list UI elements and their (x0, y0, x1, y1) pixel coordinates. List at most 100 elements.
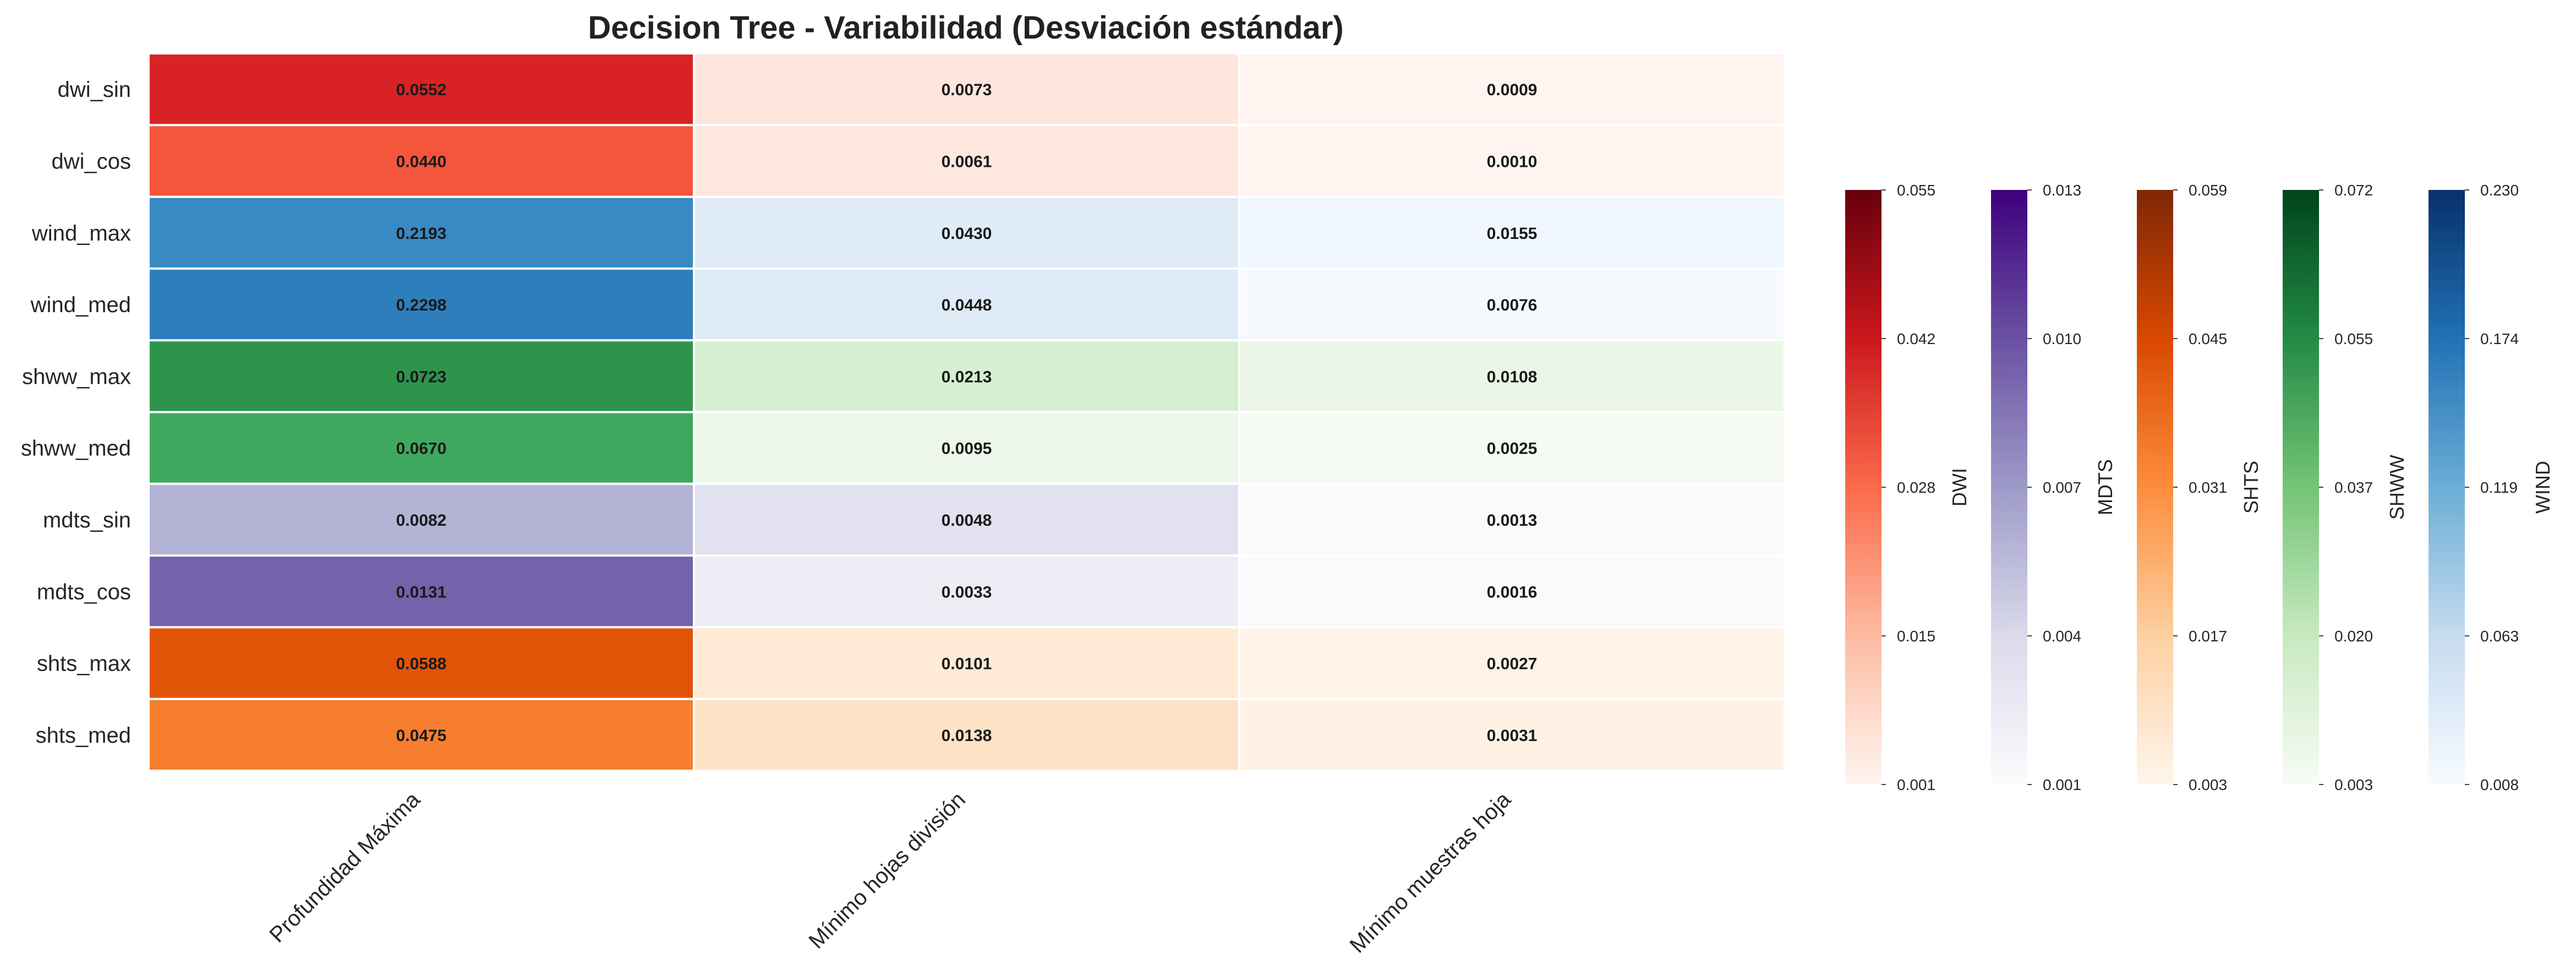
row-label: mdts_cos (37, 580, 131, 604)
cell-value-label: 0.0430 (942, 225, 992, 243)
colorbar-tick-label: 0.042 (1897, 330, 1935, 347)
colorbar-label: SHWW (2386, 455, 2408, 520)
heatmap-cell (693, 195, 1240, 270)
heatmap-cell (147, 554, 695, 629)
colorbar-tick-label: 0.028 (1897, 479, 1935, 496)
colorbar-label: DWI (1948, 468, 1971, 506)
heatmap-cell (693, 339, 1240, 413)
cell-value-label: 0.0138 (942, 727, 992, 745)
cell-value-label: 0.2298 (396, 296, 447, 314)
colorbar-tick-label: 0.072 (2334, 182, 2373, 199)
colorbar-tick-label: 0.055 (2334, 330, 2373, 347)
cell-value-label: 0.0073 (942, 81, 992, 99)
colorbar-label: WIND (2531, 461, 2554, 514)
heatmap-cell (1238, 482, 1786, 557)
colorbar-tick-label: 0.020 (2334, 628, 2373, 645)
colorbar-tick-label: 0.010 (2043, 330, 2081, 347)
cell-value-label: 0.0101 (942, 655, 992, 673)
row-label: dwi_cos (51, 149, 131, 173)
cell-value-label: 0.0048 (942, 511, 992, 530)
colorbar-dwi (1845, 190, 1882, 785)
cell-value-label: 0.0108 (1487, 368, 1538, 386)
colorbar-tick-label: 0.174 (2480, 330, 2519, 347)
heatmap-cell (147, 411, 695, 485)
cell-value-label: 0.0670 (396, 440, 447, 458)
cell-value-label: 0.0010 (1487, 152, 1538, 171)
cell-value-label: 0.0031 (1487, 727, 1538, 745)
colorbar-tick-label: 0.001 (1897, 776, 1935, 793)
colorbar-tick-label: 0.003 (2334, 776, 2373, 793)
cell-value-label: 0.0013 (1487, 511, 1538, 530)
heatmap-cell (147, 267, 695, 342)
row-label: wind_max (31, 221, 131, 246)
cell-value-label: 0.0155 (1487, 225, 1538, 243)
row-label: shts_max (37, 652, 131, 676)
heatmap-cell (693, 626, 1240, 700)
colorbar-tick-label: 0.017 (2189, 628, 2227, 645)
cell-value-label: 0.0588 (396, 655, 447, 673)
heatmap-cell (693, 52, 1240, 127)
heatmap-cell (1238, 554, 1786, 629)
colorbar-label: MDTS (2094, 459, 2116, 515)
colorbar-tick-label: 0.015 (1897, 628, 1935, 645)
colorbar-label: SHTS (2240, 461, 2262, 514)
row-label: shww_med (21, 437, 131, 461)
colorbar-tick-label: 0.031 (2189, 479, 2227, 496)
cell-value-label: 0.0131 (396, 583, 447, 601)
colorbars: 0.001 0.015 0.028 0.042 0.055 DWI 0.001 0.004 0.… (1845, 182, 2554, 793)
colorbar-mdts (1991, 190, 2027, 785)
heatmap-cell (693, 482, 1240, 557)
colorbar-tick-label: 0.059 (2189, 182, 2227, 199)
row-label: shts_med (36, 723, 131, 748)
colorbar-tick-label: 0.007 (2043, 479, 2081, 496)
heatmap-cell (147, 52, 695, 127)
colorbar-tick-label: 0.045 (2189, 330, 2227, 347)
colorbar-tick-label: 0.230 (2480, 182, 2519, 199)
cell-value-label: 0.0016 (1487, 583, 1538, 601)
heatmap-cell (1238, 698, 1786, 772)
cell-value-label: 0.0082 (396, 511, 447, 530)
cell-value-label: 0.0061 (942, 152, 992, 171)
heatmap-cell (147, 339, 695, 413)
colorbar-tick-label: 0.001 (2043, 776, 2081, 793)
colorbar-tick-label: 0.055 (1897, 182, 1935, 199)
cell-value-label: 0.0448 (942, 296, 992, 314)
cell-value-label: 0.0723 (396, 368, 447, 386)
heatmap-cells: 0.0552 0.0073 0.0009 0.0440 0.0061 0.0010 0.21… (147, 52, 1786, 772)
cell-value-label: 0.0213 (942, 368, 992, 386)
heatmap-cell (1238, 411, 1786, 485)
cell-value-label: 0.0009 (1487, 81, 1538, 99)
cell-value-label: 0.0025 (1487, 440, 1538, 458)
row-label: mdts_sin (43, 508, 131, 532)
row-label: dwi_sin (58, 78, 131, 102)
colorbar-tick-label: 0.119 (2480, 479, 2518, 496)
cell-value-label: 0.2193 (396, 225, 447, 243)
cell-value-label: 0.0095 (942, 440, 992, 458)
cell-value-label: 0.0076 (1487, 296, 1538, 314)
heatmap-cell (1238, 195, 1786, 270)
colorbar-tick-label: 0.013 (2043, 182, 2081, 199)
heatmap-cell (1238, 339, 1786, 413)
heatmap-cell (693, 554, 1240, 629)
heatmap-cell (1238, 626, 1786, 700)
colorbar-tick-label: 0.008 (2480, 776, 2519, 793)
row-label: wind_med (30, 293, 131, 317)
heatmap-cell (147, 626, 695, 700)
cell-value-label: 0.0033 (942, 583, 992, 601)
cell-value-label: 0.0552 (396, 81, 447, 99)
colorbar-tick-label: 0.004 (2043, 628, 2081, 645)
cell-value-label: 0.0027 (1487, 655, 1538, 673)
colorbar-shww (2283, 190, 2319, 785)
colorbar-shts (2137, 190, 2173, 785)
heatmap-cell (693, 411, 1240, 485)
heatmap-cell (147, 482, 695, 557)
colorbar-tick-label: 0.063 (2480, 628, 2519, 645)
heatmap-cell (1238, 267, 1786, 342)
heatmap-cell (693, 698, 1240, 772)
row-label: shww_max (22, 364, 131, 389)
colorbar-wind (2429, 190, 2465, 785)
row-labels: dwi_sin dwi_cos wind_max wind_med shww_maxsh… (21, 78, 131, 748)
cell-value-label: 0.0475 (396, 727, 447, 745)
cell-value-label: 0.0440 (396, 152, 447, 171)
